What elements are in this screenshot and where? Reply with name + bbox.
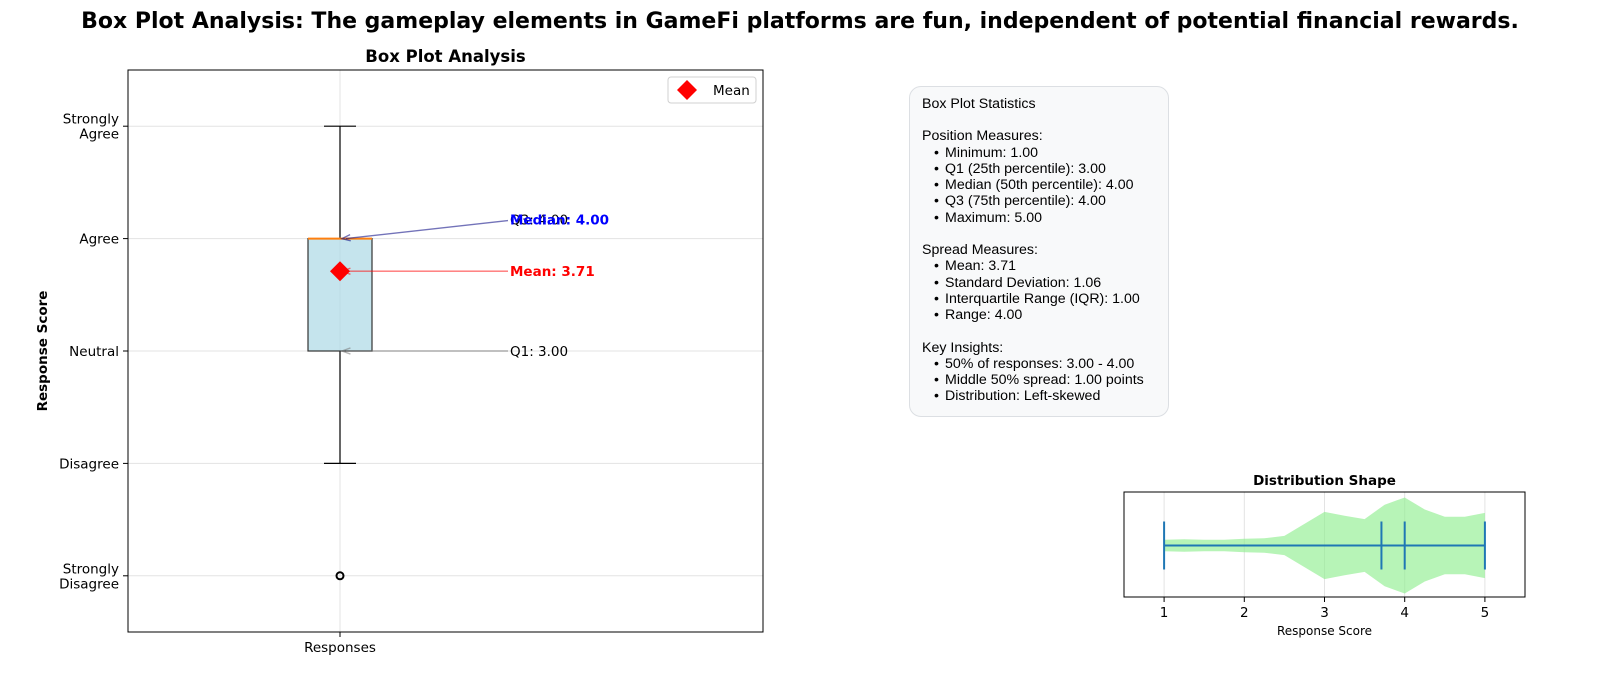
q1-annotation-arrow-head [339,347,351,355]
median-annotation-arrow [345,219,509,240]
x-tick-label: 2 [1240,605,1249,621]
x-tick-label: 5 [1481,605,1490,621]
statistics-item: Q1 (25th percentile): 3.00 [922,161,1156,177]
annotation-label: Q1: 3.00 [510,344,568,360]
x-tick-label: 4 [1400,605,1409,621]
plot-frame [1123,491,1526,598]
statistics-item: Minimum: 1.00 [922,145,1156,161]
statistics-section-heading: Key Insights: [922,339,1004,356]
annotation-label: Q3: 4.00 [510,213,568,229]
median-annotation-arrow-head [339,234,351,242]
y-tick-label: Disagree [59,456,119,472]
legend-label: Mean [713,83,750,99]
statistics-item: Q3 (75th percentile): 4.00 [922,193,1156,209]
x-axis-label: Response Score [1277,624,1372,638]
statistics-item: Standard Deviation: 1.06 [922,275,1156,291]
statistics-section: Spread Measures:Mean: 3.71Standard Devia… [922,242,1156,323]
statistics-item: Maximum: 5.00 [922,210,1156,226]
statistics-section-heading: Spread Measures: [922,242,1038,259]
violin-plot-chart: Distribution Shape 1 2 3 4 5 Response Score [1123,473,1526,638]
x-tick-label: Responses [304,640,376,656]
statistics-item: 50% of responses: 3.00 - 4.00 [922,356,1156,372]
x-tick-label: 1 [1160,605,1169,621]
y-tick-label: Strongly Disagree [59,561,119,592]
chart-title: Box Plot Analysis [365,47,526,66]
statistics-item: Interquartile Range (IQR): 1.00 [922,291,1156,307]
annotation-label: Median: 4.00 [510,213,609,229]
statistics-section-heading: Position Measures: [922,128,1043,145]
x-tick-label: 3 [1320,605,1329,621]
iqr-box [307,238,373,352]
y-tick-label: Strongly Agree [63,112,119,143]
y-tick-label: Agree [79,232,119,248]
statistics-panel: Box Plot Statistics Position Measures:Mi… [909,86,1169,417]
statistics-item: Distribution: Left-skewed [922,388,1156,404]
statistics-section: Key Insights:50% of responses: 3.00 - 4.… [922,340,1156,405]
statistics-item: Mean: 3.71 [922,258,1156,274]
figure-suptitle: Box Plot Analysis: The gameplay elements… [81,9,1519,34]
box-plot-chart: Box Plot Analysis Strongly Disagree Disagre… [35,47,764,656]
statistics-title: Box Plot Statistics [922,96,1036,112]
legend-mean-marker [677,80,697,100]
y-axis-label: Response Score [35,291,51,412]
statistics-item: Median (50th percentile): 4.00 [922,177,1156,193]
mean-marker [330,261,350,282]
statistics-section: Position Measures:Minimum: 1.00Q1 (25th … [922,128,1156,226]
outlier-point [335,571,345,581]
y-tick-label: Neutral [69,344,119,360]
annotation-label: Mean: 3.71 [510,264,595,280]
plot-frame [127,69,764,633]
statistics-item: Middle 50% spread: 1.00 points [922,372,1156,388]
statistics-item: Range: 4.00 [922,307,1156,323]
chart-title: Distribution Shape [1253,473,1396,489]
